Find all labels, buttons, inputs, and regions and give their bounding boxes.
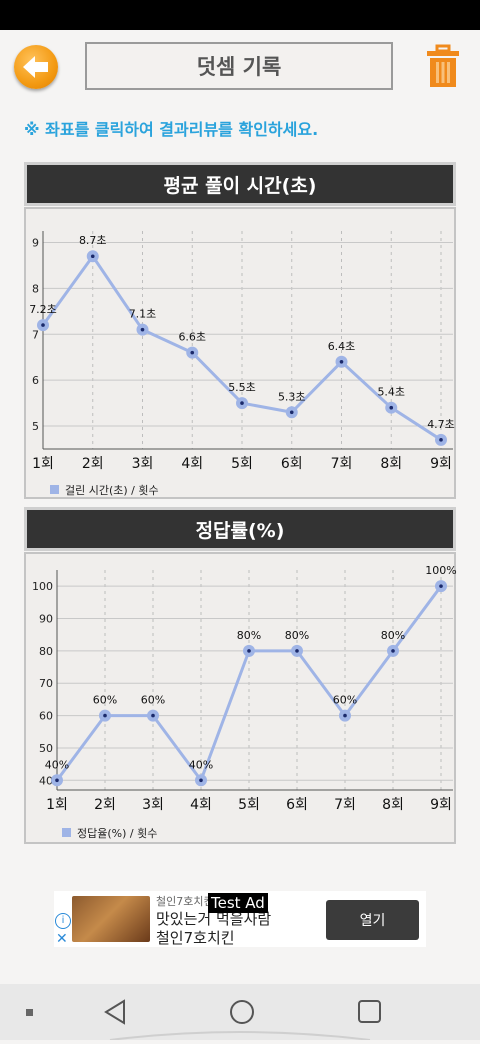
x-tick-label: 4회 [190,797,212,813]
data-point-center [389,405,394,410]
back-button[interactable] [14,45,58,89]
x-tick-label: 6회 [281,456,303,472]
data-label: 7.2초 [29,303,57,316]
data-point-center [190,350,195,355]
data-point-center [247,649,251,653]
data-point-center [140,327,145,332]
back-nav-icon[interactable] [104,999,125,1025]
x-tick-label: 9회 [430,456,452,472]
arrow-left-icon [23,56,48,78]
ad-banner[interactable]: i ✕ 철인7호치킨 맛있는거 먹을사람 철인7호치킨 Test Ad 열기 [54,891,426,947]
accuracy-chart-svg: 40 50 60 70 80 90 100 40% 1회 60% 2회 60% 3회 40% 4회 80% 5회… [32,564,457,840]
data-point-center [199,778,203,783]
recents-dot-icon[interactable] [26,1009,33,1016]
data-point-center [391,649,395,653]
x-tick-label: 7회 [331,456,353,472]
data-point-center [439,438,443,442]
data-label: 6.6초 [178,331,206,344]
data-point-center [289,410,294,415]
x-tick-label: 5회 [238,797,260,813]
accuracy-chart: 40 50 60 70 80 90 100 40% 1회 60% 2회 60% 3회 40% 4회 80% 5회… [24,552,457,844]
navigation-bar [0,984,480,1041]
data-point-center [90,254,95,259]
y-tick-label: 8 [32,282,39,295]
data-label: 5.4초 [377,386,405,399]
data-label: 5.5초 [228,381,256,394]
legend-label: 정답율(%) / 횟수 [77,827,157,840]
data-label: 60% [93,694,117,707]
x-tick-label: 4회 [181,456,203,472]
data-point-center [343,713,347,718]
legend-swatch [50,485,59,494]
data-label: 40% [45,758,69,771]
data-label: 40% [189,758,213,771]
y-tick-label: 7 [32,328,39,341]
x-tick-label: 8회 [380,456,402,472]
x-tick-label: 9회 [430,797,452,813]
y-tick-label: 60 [39,710,53,723]
data-point-center [41,323,45,327]
y-tick-label: 5 [32,420,39,433]
y-tick-label: 100 [32,580,53,593]
y-tick-label: 70 [39,677,53,690]
x-tick-label: 3회 [132,456,154,472]
data-label: 80% [285,629,309,642]
home-nav-icon[interactable] [230,1000,254,1024]
ad-headline: 맛있는거 먹을사람 [156,910,272,928]
data-point-center [439,584,443,588]
ad-subline: 철인7호치킨 [156,929,235,947]
legend-label: 걸린 시간(초) / 횟수 [65,484,159,497]
y-tick-label: 9 [32,236,39,249]
data-label: 80% [237,629,261,642]
trash-icon [427,44,459,87]
series-line [41,253,442,442]
data-label: 60% [141,694,165,707]
delete-button[interactable] [426,44,460,88]
y-tick-label: 50 [39,742,53,755]
instruction-text: ※ 좌표를 클릭하여 결과리뷰를 확인하세요. [24,120,319,139]
ad-open-button[interactable]: 열기 [326,900,419,940]
x-tick-label: 5회 [231,456,253,472]
data-point-center [339,360,344,364]
x-tick-label: 2회 [94,797,116,813]
data-label: 60% [333,694,357,707]
data-label: 80% [381,629,405,642]
y-tick-label: 6 [32,374,39,387]
time-chart: 5 6 7 8 9 7.2초 1회 8.7초 2회 7.1초 3회 6.6초 4회 5.5초 5회 5.3초 6… [24,207,456,499]
data-label: 7.1초 [129,308,157,321]
x-tick-label: 7회 [334,797,356,813]
ad-image[interactable] [72,896,150,942]
x-tick-label: 8회 [382,797,404,813]
data-label: 8.7초 [79,234,107,247]
x-tick-label: 6회 [286,797,308,813]
x-tick-label: 3회 [142,797,164,813]
data-label: 100% [425,564,456,577]
data-point-center [55,778,59,783]
legend-swatch [62,828,71,837]
chart-title-accuracy: 정답률(%) [24,507,456,551]
y-tick-label: 90 [39,613,53,626]
test-ad-badge: Test Ad [208,893,268,913]
x-tick-label: 1회 [46,797,68,813]
ad-advertiser: 철인7호치킨 [156,895,214,908]
data-point-center [240,401,244,405]
y-tick-label: 80 [39,645,53,658]
status-bar [0,0,480,30]
x-tick-label: 2회 [82,456,104,472]
data-label: 6.4초 [328,340,356,353]
data-point-center [295,649,299,653]
data-label: 4.7초 [427,418,455,431]
data-point-center [151,713,155,718]
ad-close-icon[interactable]: ✕ [56,931,68,947]
data-label: 5.3초 [278,390,306,403]
data-point-center [103,713,107,718]
page-title: 덧셈 기록 [85,42,393,90]
time-chart-svg: 5 6 7 8 9 7.2초 1회 8.7초 2회 7.1초 3회 6.6초 4회 5.5초 5회 5.3초 6… [29,231,455,497]
chart-title-time: 평균 풀이 시간(초) [24,162,456,206]
x-tick-label: 1회 [32,456,54,472]
ad-info-icon[interactable]: i [55,913,71,929]
overview-nav-icon[interactable] [358,1000,381,1023]
y-tick-label: 40 [39,774,53,787]
